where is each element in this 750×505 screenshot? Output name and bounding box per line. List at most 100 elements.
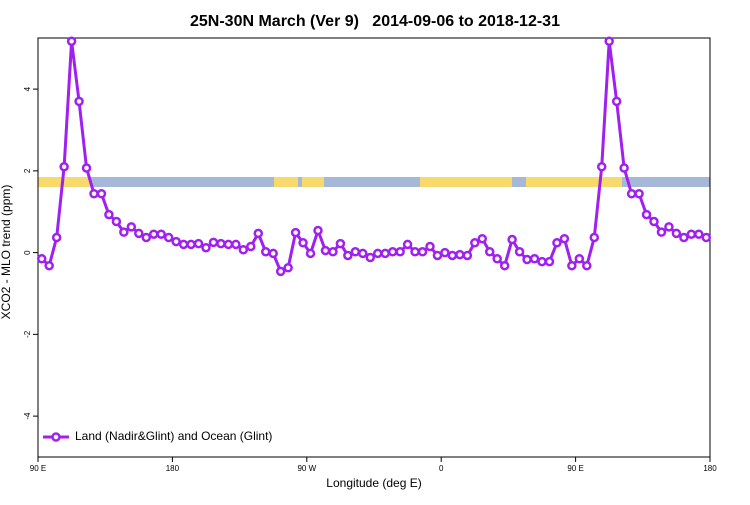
x-tick-label: 90 E	[567, 464, 583, 473]
data-point	[328, 247, 338, 257]
x-tick-label: 180	[166, 464, 180, 473]
data-point	[141, 232, 152, 243]
data-point	[559, 233, 570, 244]
data-point	[626, 188, 637, 199]
data-point	[432, 250, 443, 261]
data-point	[44, 260, 54, 271]
data-point	[641, 209, 652, 220]
data-point	[582, 260, 592, 271]
data-point	[440, 247, 450, 258]
data-point	[492, 253, 502, 264]
data-point	[611, 96, 622, 107]
data-point	[171, 236, 181, 247]
y-tick-label: -4	[23, 412, 32, 420]
data-point	[589, 232, 600, 243]
data-point	[313, 225, 323, 236]
data-point	[656, 227, 667, 237]
legend-marker	[51, 432, 61, 442]
data-point	[343, 250, 353, 261]
data-point	[679, 232, 689, 243]
x-tick-label: 90 E	[30, 464, 46, 473]
data-point	[148, 229, 159, 239]
land-band	[274, 177, 298, 187]
data-point	[119, 227, 129, 237]
data-point	[522, 254, 532, 265]
data-point	[596, 162, 607, 172]
data-point	[305, 248, 316, 259]
x-axis-label: Longitude (deg E)	[326, 476, 421, 490]
data-point	[104, 209, 114, 220]
data-point	[507, 234, 517, 245]
data-point	[96, 188, 107, 199]
data-point	[447, 250, 458, 261]
plot-frame	[37, 37, 711, 458]
y-tick-label: 4	[23, 86, 32, 91]
land-band	[526, 177, 622, 187]
data-point	[74, 96, 84, 107]
land-band	[420, 177, 512, 187]
data-point	[604, 36, 614, 47]
data-point	[537, 256, 547, 267]
legend-label: Land (Nadir&Glint) and Ocean (Glint)	[75, 429, 272, 443]
data-point	[238, 244, 249, 255]
data-point	[156, 229, 166, 239]
data-point	[246, 241, 256, 252]
data-point	[387, 247, 398, 257]
data-point	[649, 216, 659, 227]
data-point	[66, 36, 77, 47]
data-point	[365, 252, 376, 263]
data-point	[201, 242, 211, 253]
data-point	[484, 247, 495, 257]
data-point	[402, 239, 413, 250]
data-point	[59, 162, 69, 172]
chart-title: 25N-30N March (Ver 9) 2014-09-06 to 2018…	[190, 13, 560, 30]
data-point	[134, 228, 144, 239]
data-point	[425, 241, 435, 252]
data-point	[395, 247, 405, 257]
data-point	[163, 232, 174, 243]
data-point	[499, 260, 510, 271]
data-point	[320, 245, 331, 256]
data-point	[350, 247, 361, 257]
data-point	[208, 237, 219, 248]
y-tick-label: -2	[23, 330, 32, 338]
data-point	[335, 238, 346, 249]
data-point	[178, 239, 189, 250]
data-point	[223, 239, 234, 250]
data-point	[298, 238, 308, 248]
y-tick-label: 2	[23, 168, 32, 173]
y-axis-label: XCO2 - MLO trend (ppm)	[0, 185, 13, 320]
data-point	[514, 247, 525, 257]
data-point	[455, 249, 465, 260]
data-point	[268, 248, 278, 259]
data-point	[358, 248, 368, 259]
data-point	[275, 266, 286, 277]
data-point	[567, 260, 577, 271]
data-point	[36, 253, 47, 264]
land-band	[302, 177, 324, 187]
data-point	[283, 262, 293, 273]
data-point	[701, 232, 712, 243]
x-tick-label: 90 W	[297, 464, 316, 473]
y-tick-label: 0	[23, 250, 32, 255]
data-point	[574, 253, 585, 264]
data-point	[529, 253, 540, 264]
data-point	[671, 228, 682, 239]
data-point	[686, 229, 697, 239]
data-point	[290, 227, 301, 238]
data-point	[462, 250, 473, 261]
data-point	[664, 222, 674, 232]
data-point	[477, 233, 488, 244]
data-point	[231, 239, 241, 250]
data-point	[193, 238, 204, 249]
data-point	[380, 248, 390, 259]
data-point	[417, 247, 428, 257]
data-point	[634, 188, 644, 199]
data-point	[552, 238, 562, 248]
data-point	[619, 163, 629, 173]
data-point	[216, 238, 226, 249]
data-point	[544, 256, 555, 267]
data-point	[51, 232, 62, 243]
data-point	[410, 247, 420, 257]
